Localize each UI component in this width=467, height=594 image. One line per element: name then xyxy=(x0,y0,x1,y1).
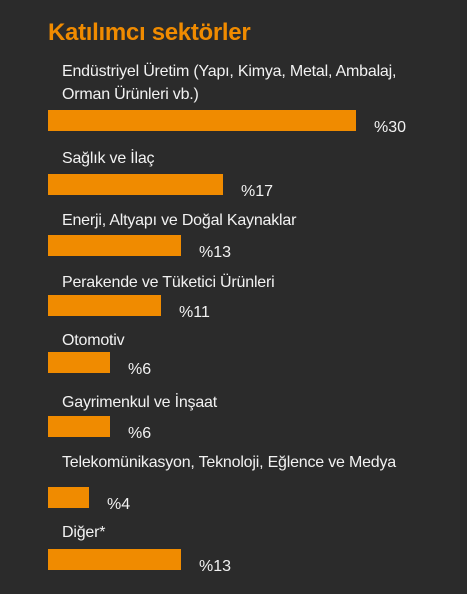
value-label: %4 xyxy=(107,496,131,513)
category-label: Otomotiv xyxy=(62,332,125,349)
value-label: %13 xyxy=(199,244,232,261)
bar xyxy=(48,352,110,373)
category-label: Gayrimenkul ve İnşaat xyxy=(62,394,217,411)
bar xyxy=(48,487,89,508)
value-label: %6 xyxy=(128,425,152,442)
category-label: Telekomünikasyon, Teknoloji, Eğlence ve … xyxy=(62,454,397,471)
category-label: Enerji, Altyapı ve Doğal Kaynaklar xyxy=(62,212,297,229)
bar xyxy=(48,549,181,570)
category-label: Endüstriyel Üretim (Yapı, Kimya, Metal, … xyxy=(62,63,397,80)
category-label: Diğer* xyxy=(62,524,106,541)
value-label: %17 xyxy=(241,183,274,200)
bar xyxy=(48,416,110,437)
value-label: %13 xyxy=(199,558,232,575)
chart-title: Katılımcı sektörler xyxy=(48,19,251,46)
category-label: Perakende ve Tüketici Ürünleri xyxy=(62,274,275,291)
category-label: Sağlık ve İlaç xyxy=(62,150,155,167)
bar xyxy=(48,110,356,131)
bar xyxy=(48,295,161,316)
bar xyxy=(48,235,181,256)
bar xyxy=(48,174,223,195)
value-label: %11 xyxy=(179,304,210,321)
category-label: Orman Ürünleri vb.) xyxy=(62,86,199,103)
value-label: %30 xyxy=(374,119,407,136)
value-label: %6 xyxy=(128,361,152,378)
